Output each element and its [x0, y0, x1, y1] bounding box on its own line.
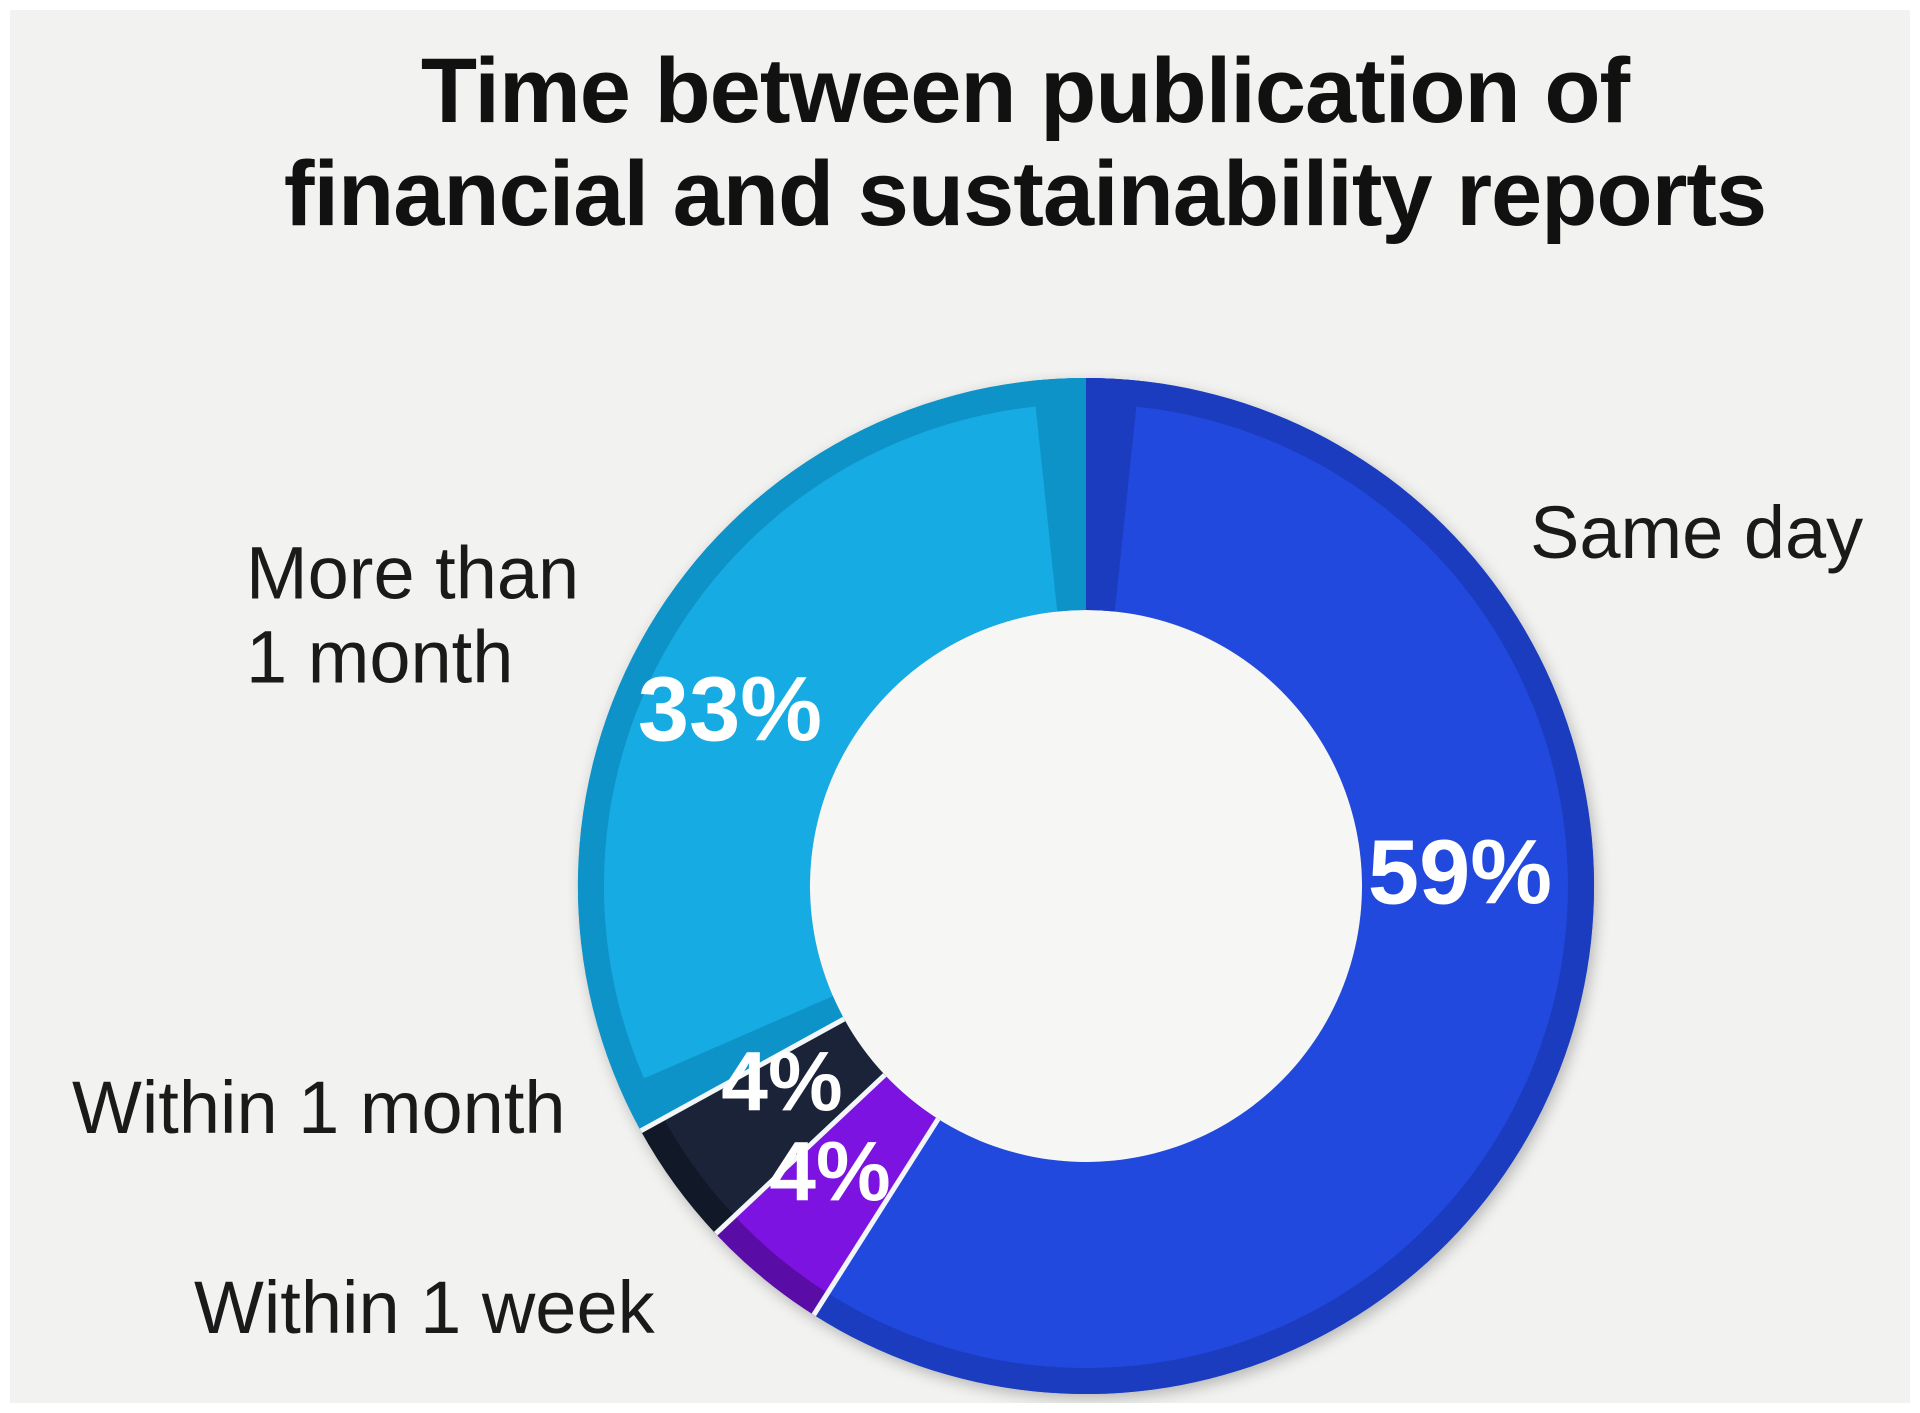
rim-band-within-1-month [640, 1118, 735, 1234]
value-label-within-1-week: 4% [769, 1124, 891, 1219]
separator-blue-purple [811, 1117, 941, 1317]
donut-chart [577, 377, 1595, 1394]
rim-band-more-than-1-month [577, 377, 1086, 1131]
edge-band-more-month-start [620, 996, 845, 1131]
category-label-more-than-1-month: More than 1 month [246, 531, 580, 699]
value-label-more-than-1-month: 33% [637, 658, 823, 761]
donut-hole [810, 610, 1362, 1162]
edge-band-more-month-end [1032, 378, 1086, 612]
segment-same-day [813, 377, 1595, 1394]
separator-purple-navy [713, 1073, 887, 1236]
category-label-same-day: Same day [1530, 490, 1864, 574]
category-label-within-1-week: Within 1 week [194, 1265, 655, 1349]
category-label-within-1-month: Within 1 month [72, 1065, 566, 1149]
chart-title: Time between publication of financial an… [283, 40, 1767, 246]
value-label-same-day: 59% [1367, 821, 1553, 924]
value-label-within-1-month: 4% [721, 1034, 843, 1129]
edge-band-same-day-start [1086, 378, 1140, 612]
separator-navy-cyan [639, 1016, 846, 1133]
rim-band-within-1-week [715, 1215, 828, 1315]
